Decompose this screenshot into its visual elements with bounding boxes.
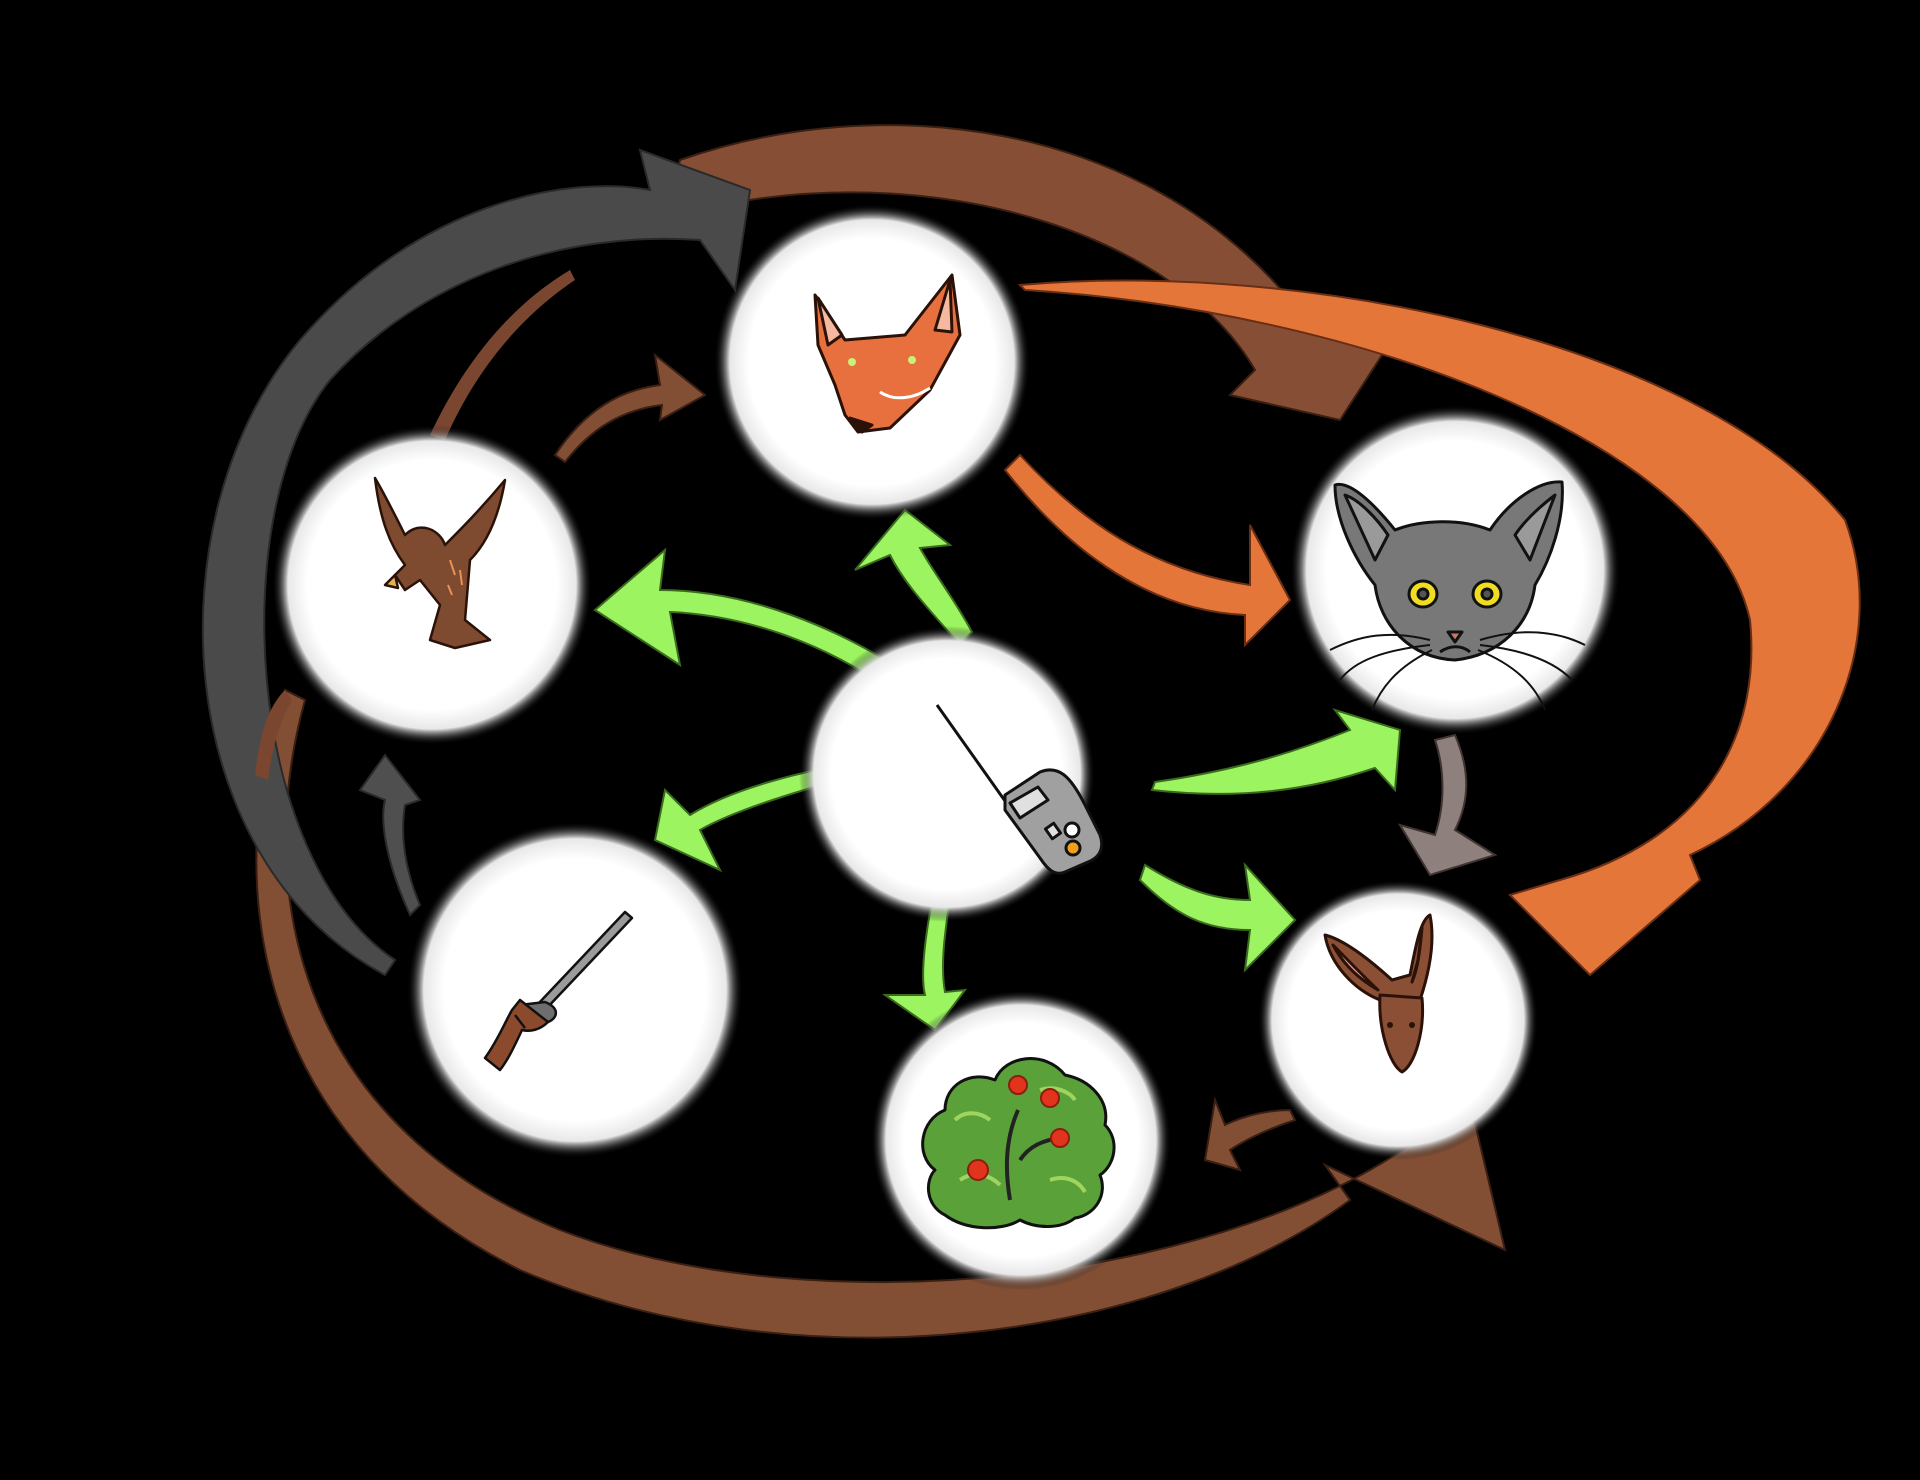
rifle-icon [483,910,634,1072]
arrow-hawk-to-rabbit [255,688,1507,1339]
node-cat [1290,405,1620,735]
arrow-brown-left-small [255,690,292,780]
arrow-hawk-up-stroke [430,270,575,440]
fox-icon [813,273,962,434]
berry-bush-icon [921,1057,1116,1230]
node-rifle [407,822,743,1158]
node-bush [871,990,1171,1290]
rabbit-icon [1323,913,1434,1074]
arrow-hawk-to-fox [553,352,707,464]
arrow-fox-to-rabbit [1017,279,1861,977]
arrow-tracker-to-rabbit [1138,861,1297,973]
cat-icon [1329,480,1586,711]
hawk-icon [373,476,507,650]
radio-tracker-icon [935,704,1104,875]
arrow-tracker-to-hawk [593,547,907,692]
arrow-cat-to-rabbit [1397,733,1498,877]
arrow-rifle-to-hawk [358,753,422,917]
arrow-rifle-to-fox [201,148,752,977]
node-hawk [272,425,592,745]
cat-whiskers [1329,631,1586,711]
node-tracker[interactable] [799,626,1104,922]
arrow-rabbit-to-bush [1203,1096,1297,1172]
node-rabbit [1258,880,1538,1160]
arrow-fox-to-cat [1003,453,1292,648]
node-fox [714,204,1030,520]
arrow-tracker-to-cat [1150,708,1402,795]
